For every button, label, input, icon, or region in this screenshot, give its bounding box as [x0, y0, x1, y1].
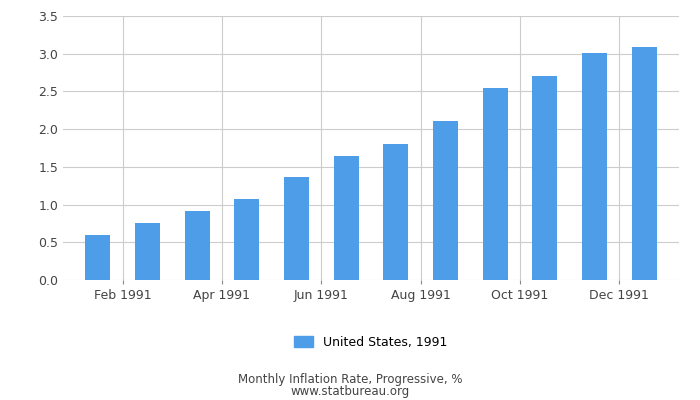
Bar: [483, 88, 507, 280]
Bar: [632, 47, 657, 280]
Legend: United States, 1991: United States, 1991: [289, 331, 453, 354]
Bar: [384, 144, 408, 280]
Text: www.statbureau.org: www.statbureau.org: [290, 386, 410, 398]
Bar: [433, 121, 458, 280]
Bar: [284, 178, 309, 280]
Bar: [334, 156, 358, 280]
Bar: [582, 53, 607, 280]
Bar: [234, 199, 259, 280]
Bar: [533, 76, 557, 280]
Bar: [85, 235, 110, 280]
Bar: [185, 211, 209, 280]
Bar: [135, 224, 160, 280]
Text: Monthly Inflation Rate, Progressive, %: Monthly Inflation Rate, Progressive, %: [238, 374, 462, 386]
